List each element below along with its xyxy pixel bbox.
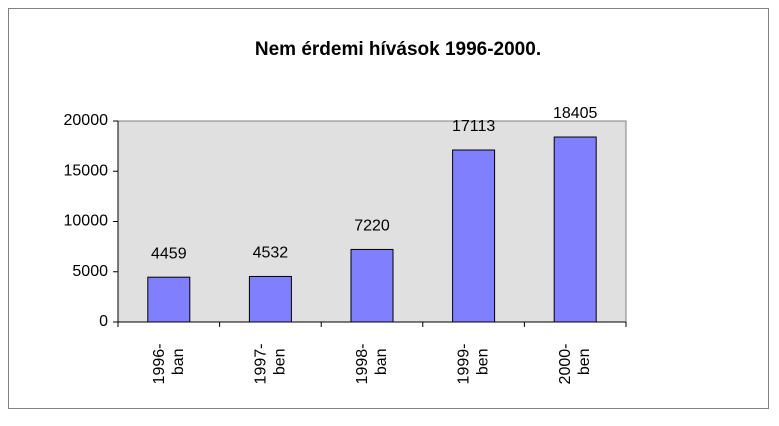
x-tick-label: 1999- ben [456,344,492,385]
y-tick-label: 10000 [64,213,109,230]
bar [553,136,597,323]
y-tick-label: 5000 [72,263,108,280]
y-tick-label: 20000 [64,112,109,129]
x-tick-label: 1998- ban [354,344,390,385]
bar [350,248,394,323]
y-tick-label: 0 [99,313,108,330]
value-label: 4532 [253,245,289,262]
chart-border [8,8,769,409]
chart-title: Nem érdemi hívások 1996-2000. [255,39,541,60]
value-label: 4459 [151,245,187,262]
value-label: 17113 [452,118,495,135]
x-tick-label: 2000- ben [557,344,593,385]
x-tick-label: 1996- ban [151,344,187,385]
value-label: 7220 [354,218,390,235]
x-tick-label: 1997- ben [253,344,289,385]
y-tick-label: 15000 [64,162,109,179]
bar [452,149,496,323]
bar [147,276,191,323]
value-label: 18405 [553,105,598,122]
bar [248,275,292,323]
